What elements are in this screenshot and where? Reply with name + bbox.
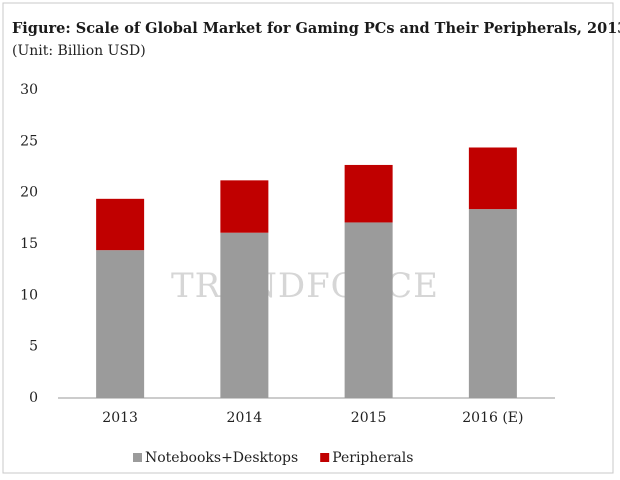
x-tick-label: 2013 <box>102 410 138 426</box>
y-tick-label: 15 <box>20 236 38 252</box>
y-tick-label: 0 <box>29 390 38 406</box>
y-tick-label: 20 <box>20 185 38 201</box>
chart-subtitle: (Unit: Billion USD) <box>12 43 146 59</box>
watermark: TRENDFORCE <box>171 266 439 306</box>
legend-swatch <box>133 453 142 462</box>
bar-segment <box>220 232 269 398</box>
bar-segment <box>220 180 269 233</box>
legend-label: Notebooks+Desktops <box>145 450 298 466</box>
bar-segment <box>468 147 517 210</box>
x-tick-label: 2015 <box>351 410 387 426</box>
y-tick-label: 25 <box>20 133 38 149</box>
x-tick-label: 2014 <box>227 410 263 426</box>
x-tick-label: 2016 (E) <box>462 410 523 426</box>
bar-segment <box>344 164 393 223</box>
legend-label: Peripherals <box>332 450 413 466</box>
y-tick-label: 10 <box>20 287 38 303</box>
y-tick-label: 30 <box>20 82 38 98</box>
y-tick-label: 5 <box>29 339 38 355</box>
chart-title: Figure: Scale of Global Market for Gamin… <box>12 20 620 37</box>
bar-segment <box>96 198 145 251</box>
frame <box>2 2 614 474</box>
bar-segment <box>468 209 517 398</box>
bar-segment <box>96 250 145 398</box>
legend-swatch <box>320 453 330 462</box>
bar-segment <box>344 222 393 398</box>
